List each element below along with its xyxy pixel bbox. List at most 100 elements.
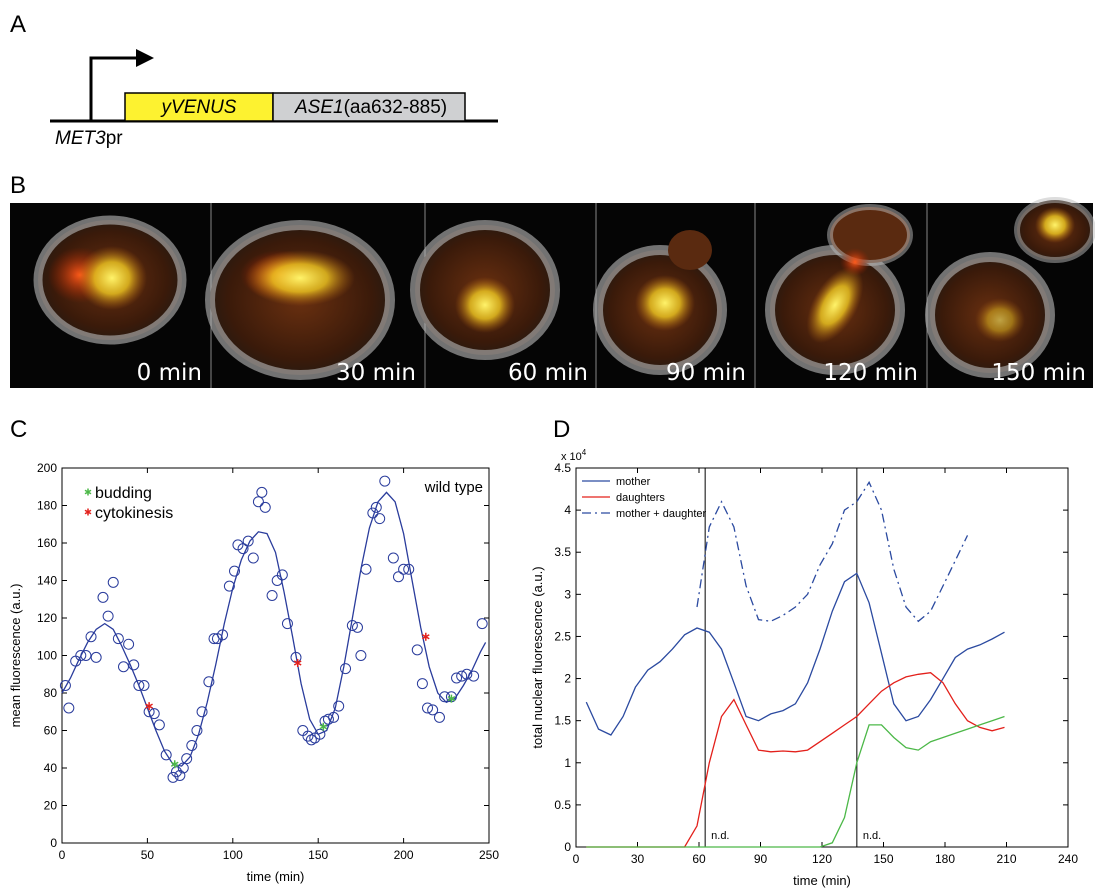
x-tick-label: 60 [692,852,706,866]
legend-label: mother + daughter [616,508,707,520]
y-scale-exponent: 4 [582,448,587,457]
data-point [360,563,372,575]
data-point [398,563,410,575]
frame-label: 120 min [823,360,918,386]
frame-label: 30 min [336,360,416,386]
frame-label: 60 min [508,360,588,386]
data-point [379,475,391,487]
chart: 0 50 100 150 200 250 0 20 40 60 80 100 120 140 160 180 2… [8,461,499,884]
data-point [422,702,434,714]
x-axis-label: time (min) [247,869,305,884]
y-tick-label: 60 [44,724,58,738]
fusion-label: ASE1(aa632-885) [294,97,447,118]
series-line [585,572,1005,736]
data-point [85,631,97,643]
data-point [411,644,423,656]
x-tick-label: 210 [996,852,1016,866]
x-tick-label: 30 [631,852,645,866]
bud [827,204,913,266]
y-tick-label: 140 [37,574,57,588]
panel-label: A [10,11,26,38]
data-point [266,590,278,601]
data-point [281,618,293,630]
data-point [112,633,124,645]
data-point [392,571,404,583]
data-point [196,706,208,718]
x-tick-label: 100 [223,848,243,862]
y-tick-label: 2.5 [554,629,571,643]
x-tick-label: 250 [479,848,499,862]
event-marker [170,760,179,769]
suffix: pr [106,128,124,149]
x-tick-label: 180 [935,852,955,866]
y-tick-label: 100 [37,649,57,663]
event-marker [319,722,328,731]
arrow-head [136,49,154,67]
panel-label: D [553,416,570,443]
x-tick-label: 150 [873,852,893,866]
gene-name: ASE1 [294,97,344,118]
data-point [340,663,352,675]
data-point [177,762,189,774]
gene-name: MET3 [55,128,106,149]
annotation: wild type [424,479,483,496]
data-point [181,753,193,765]
data-point [433,711,445,723]
y-tick-label: 4 [564,503,571,517]
x-tick-label: 50 [141,848,155,862]
frame: 60 min [410,220,588,386]
data-point [297,725,309,736]
fusion-box [272,92,466,122]
data-point [153,719,165,731]
data-point [229,565,241,577]
data-point [160,749,172,761]
event-marker [447,694,456,703]
data-point [451,672,463,684]
y-tick-label: 120 [37,611,57,625]
signal [635,275,695,331]
y-axis-label: total nuclear fluorescence (a.u.) [530,566,545,748]
y-scale-label: x 104 [561,448,587,463]
frame: 30 min [205,220,416,386]
legend-label: daughters [616,492,665,504]
data-point [107,576,119,588]
data-point [456,670,468,682]
signal [975,298,1025,342]
y-tick-label: 80 [44,686,58,700]
data-point [167,771,179,783]
series-line [696,480,969,623]
signal [245,250,355,306]
x-tick-label: 200 [394,848,414,862]
series-line [586,672,1005,848]
y-axis-label: mean fluorescence (a.u.) [8,584,23,728]
data-point [117,661,129,673]
x-tick-label: 0 [573,852,580,866]
data-point [256,486,268,498]
frame: 150 min [925,197,1095,386]
y-tick-label: 1 [564,756,571,770]
bud [668,230,712,270]
time-lapse: 0 min 30 min 60 min 90 min 120 m [10,197,1095,388]
legend-label: mother [616,476,651,488]
data-point [70,655,82,667]
y-tick-label: 4.5 [554,461,571,475]
plot-frame [575,467,1069,848]
y-tick-label: 0 [564,840,571,854]
y-tick-label: 0 [50,836,57,850]
signal [806,267,864,343]
x-tick-label: 240 [1058,852,1078,866]
data-point [174,770,186,781]
data-point [75,650,87,661]
chart: 0 30 60 90 120 150 180 210 240 0 0.5 1 1.5 2 2.5 3 3.5 4 4… [530,448,1078,888]
data-point [333,700,345,712]
data-point [387,552,399,564]
fit-line [61,491,487,767]
data-point [223,580,235,592]
legend-marker [84,488,92,496]
data-point [259,501,271,513]
data-point [59,680,71,691]
data-point [374,513,386,525]
y-scale-base: x 10 [561,451,582,463]
data-point [252,496,264,508]
